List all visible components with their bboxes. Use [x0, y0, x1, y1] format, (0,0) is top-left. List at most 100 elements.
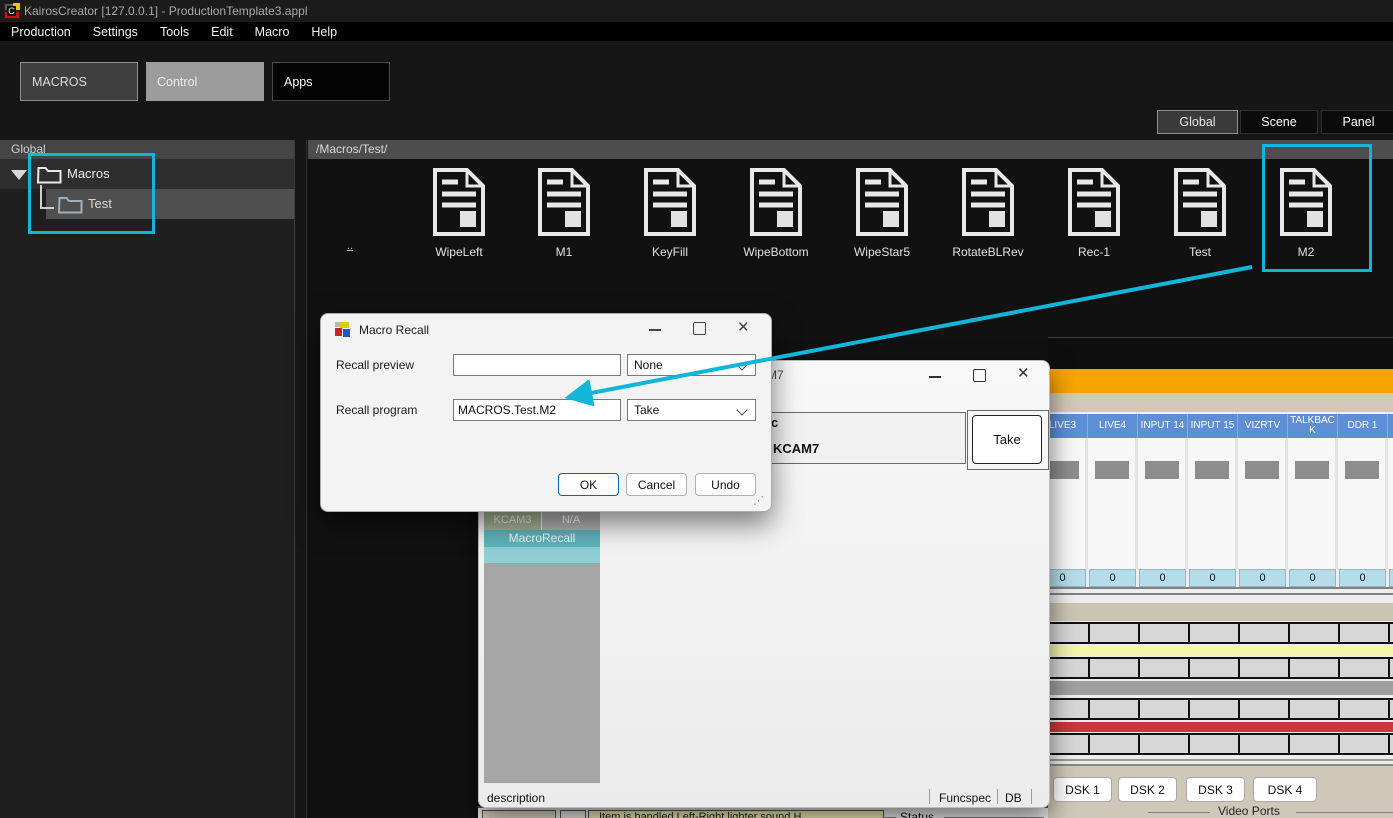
- switcher-button[interactable]: [1238, 622, 1290, 644]
- switcher-button[interactable]: [1188, 733, 1240, 755]
- fader-value[interactable]: 0: [1048, 569, 1086, 587]
- minimize-button[interactable]: [649, 329, 661, 331]
- cancel-button[interactable]: Cancel: [626, 473, 687, 496]
- fader-handle[interactable]: [1344, 461, 1379, 479]
- kcam3-cell[interactable]: KCAM3: [484, 511, 541, 530]
- fader-track: [1338, 438, 1388, 569]
- close-button[interactable]: ✕: [1017, 365, 1030, 382]
- switcher-button[interactable]: [1048, 657, 1090, 679]
- dsk2-button[interactable]: DSK 2: [1118, 777, 1177, 802]
- switcher-button[interactable]: [1238, 657, 1290, 679]
- macro-item-rec1[interactable]: Rec-1: [1049, 167, 1139, 259]
- macro-item-m1[interactable]: M1: [519, 167, 609, 259]
- up-directory-item[interactable]: ..: [346, 240, 354, 252]
- tab-macros[interactable]: MACROS: [20, 62, 138, 101]
- tab-control[interactable]: Control: [146, 62, 264, 101]
- switcher-button[interactable]: [1388, 733, 1393, 755]
- fader-handle[interactable]: [1244, 461, 1279, 479]
- fader-handle[interactable]: [1294, 461, 1329, 479]
- funcspec-tab[interactable]: Funcspec: [939, 791, 992, 805]
- dsk1-button[interactable]: DSK 1: [1053, 777, 1112, 802]
- tab-apps[interactable]: Apps: [272, 62, 390, 101]
- switcher-button[interactable]: [1288, 657, 1340, 679]
- switcher-button[interactable]: [1288, 733, 1340, 755]
- expand-arrow-icon[interactable]: [11, 170, 27, 180]
- switcher-button[interactable]: [1138, 657, 1190, 679]
- fader-handle[interactable]: [1194, 461, 1229, 479]
- recall-preview-input[interactable]: [453, 354, 621, 376]
- switcher-button[interactable]: [1288, 622, 1340, 644]
- switcher-button[interactable]: [1138, 698, 1190, 720]
- fader-handle[interactable]: [1144, 461, 1179, 479]
- titlebar: C KairosCreator [127.0.0.1] - Production…: [0, 0, 1393, 22]
- macro-item-keyfill[interactable]: KeyFill: [625, 167, 715, 259]
- switcher-button[interactable]: [1048, 698, 1090, 720]
- fader-value[interactable]: 0: [1189, 569, 1236, 587]
- switcher-button[interactable]: [1388, 622, 1393, 644]
- tab-global[interactable]: Global: [1157, 110, 1238, 134]
- dsk3-button[interactable]: DSK 3: [1186, 777, 1245, 802]
- fader-value[interactable]: 0: [1089, 569, 1136, 587]
- fader-value[interactable]: 0: [1139, 569, 1186, 587]
- close-button[interactable]: ✕: [737, 319, 750, 336]
- take-button[interactable]: Take: [972, 415, 1042, 464]
- switcher-button[interactable]: [1338, 733, 1390, 755]
- menu-production[interactable]: Production: [11, 24, 71, 39]
- fader-handle[interactable]: [1094, 461, 1129, 479]
- menu-help[interactable]: Help: [311, 24, 338, 39]
- switcher-button[interactable]: [1048, 733, 1090, 755]
- dsk4-button[interactable]: DSK 4: [1253, 777, 1317, 802]
- minimize-button[interactable]: [929, 376, 941, 378]
- switcher-button[interactable]: [1048, 622, 1090, 644]
- recall-program-mode-select[interactable]: Take: [627, 399, 756, 421]
- fader-value[interactable]: 0: [1339, 569, 1386, 587]
- menu-tools[interactable]: Tools: [159, 24, 190, 39]
- macro-item-wipeleft[interactable]: WipeLeft: [414, 167, 504, 259]
- maximize-button[interactable]: [693, 322, 706, 335]
- tab-scene[interactable]: Scene: [1240, 110, 1318, 134]
- menu-edit[interactable]: Edit: [211, 24, 233, 39]
- maximize-button[interactable]: [973, 369, 986, 382]
- switcher-button[interactable]: [1238, 698, 1290, 720]
- resize-grip[interactable]: ⋰: [753, 495, 764, 507]
- menu-settings[interactable]: Settings: [92, 24, 138, 39]
- switcher-button[interactable]: [1138, 733, 1190, 755]
- menu-macro[interactable]: Macro: [254, 24, 290, 39]
- switcher-button[interactable]: [1088, 698, 1140, 720]
- fader-value[interactable]: 0: [1239, 569, 1286, 587]
- fader-value[interactable]: 0: [1289, 569, 1336, 587]
- macro-item-wipebottom[interactable]: WipeBottom: [731, 167, 821, 259]
- macrorecall-cell[interactable]: MacroRecall: [484, 530, 600, 547]
- recall-program-input[interactable]: [453, 399, 621, 421]
- switcher-button[interactable]: [1188, 622, 1240, 644]
- fader-handle[interactable]: [1048, 461, 1079, 479]
- db-tab[interactable]: DB: [1005, 791, 1022, 805]
- switcher-button[interactable]: [1088, 733, 1140, 755]
- macro-item-wipestar5[interactable]: WipeStar5: [837, 167, 927, 259]
- tab-panel[interactable]: Panel: [1321, 110, 1393, 134]
- na-cell[interactable]: N/A: [542, 511, 600, 530]
- switcher-button[interactable]: [1188, 698, 1240, 720]
- switcher-button[interactable]: [1388, 698, 1393, 720]
- switcher-button[interactable]: [1338, 622, 1390, 644]
- panel-splitter[interactable]: [294, 140, 295, 818]
- switcher-button[interactable]: [1088, 622, 1140, 644]
- tree-item-test[interactable]: Test: [40, 185, 295, 219]
- switcher-button[interactable]: [1138, 622, 1190, 644]
- fader-value[interactable]: [1389, 569, 1393, 587]
- switcher-button[interactable]: [1338, 698, 1390, 720]
- macro-item-test[interactable]: Test: [1155, 167, 1245, 259]
- ok-button[interactable]: OK: [558, 473, 619, 496]
- undo-button[interactable]: Undo: [695, 473, 756, 496]
- switcher-button[interactable]: [1288, 698, 1340, 720]
- switcher-button[interactable]: [1238, 733, 1290, 755]
- recall-preview-mode-select[interactable]: None: [627, 354, 756, 376]
- macro-item-m2[interactable]: M2: [1261, 167, 1351, 259]
- channel-label: DDR 1: [1338, 414, 1388, 438]
- switcher-button[interactable]: [1188, 657, 1240, 679]
- switcher-button[interactable]: [1388, 657, 1393, 679]
- macro-item-rotateblrev[interactable]: RotateBLRev: [943, 167, 1033, 259]
- switcher-button[interactable]: [1338, 657, 1390, 679]
- tree-item-macros[interactable]: Macros: [0, 159, 295, 189]
- switcher-button[interactable]: [1088, 657, 1140, 679]
